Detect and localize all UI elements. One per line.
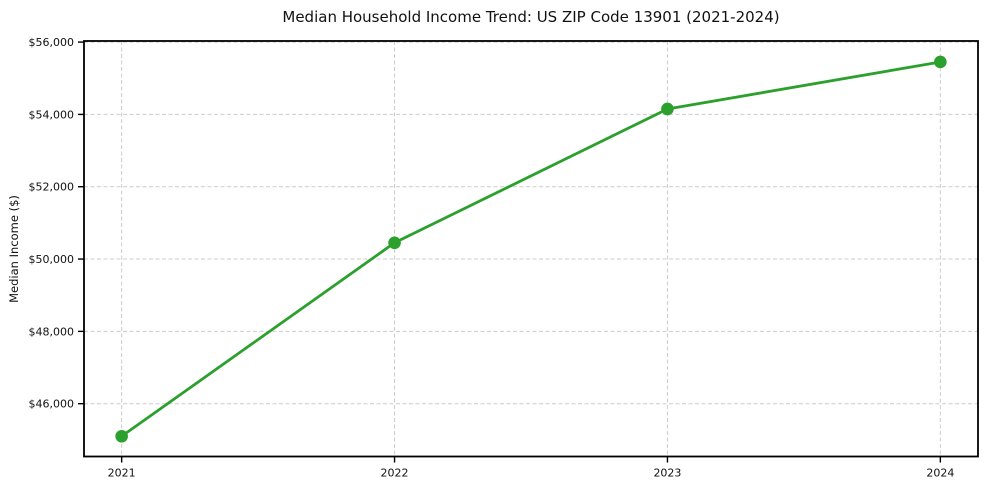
y-tick-label: $52,000 xyxy=(29,181,75,194)
data-point-marker xyxy=(661,102,674,116)
y-tick-label: $56,000 xyxy=(29,36,75,49)
data-point-marker xyxy=(934,55,947,69)
data-point-marker xyxy=(115,429,128,443)
chart-title: Median Household Income Trend: US ZIP Co… xyxy=(282,8,780,26)
y-tick-label: $48,000 xyxy=(29,325,75,338)
y-tick-label: $46,000 xyxy=(29,398,75,411)
y-tick-label: $50,000 xyxy=(29,253,75,266)
x-tick-label: 2022 xyxy=(381,467,409,480)
y-tick-label: $54,000 xyxy=(29,108,75,121)
x-tick-label: 2024 xyxy=(926,467,954,480)
axes-spines xyxy=(83,40,979,458)
data-point-marker xyxy=(388,236,401,250)
x-tick-label: 2021 xyxy=(108,467,136,480)
x-tick-label: 2023 xyxy=(653,467,681,480)
income-trend-line xyxy=(120,60,942,438)
